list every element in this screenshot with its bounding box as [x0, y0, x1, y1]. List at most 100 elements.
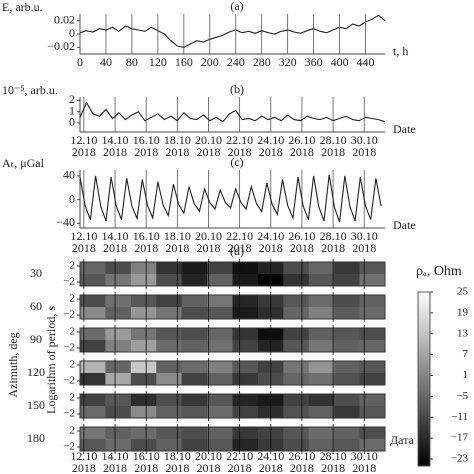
- heat-cell: [80, 373, 106, 386]
- heat-cell: [181, 427, 208, 440]
- heat-cell: [181, 307, 208, 320]
- x-tick-label: 80: [126, 55, 138, 69]
- y-tick-label: −2: [63, 309, 75, 321]
- x-tick-label: 28.10: [320, 229, 347, 243]
- heat-cell: [207, 406, 233, 419]
- heat-cell: [283, 262, 310, 275]
- heat-cell: [156, 274, 183, 287]
- heat-cell: [308, 373, 335, 386]
- heat-cell: [334, 295, 360, 308]
- heat-cell: [308, 439, 335, 452]
- x-tick-year: 2018: [196, 461, 220, 474]
- x-axis-label: Date: [393, 218, 416, 232]
- heat-cell: [308, 328, 335, 341]
- x-tick-label: 22.10: [226, 449, 253, 463]
- heat-cell: [105, 373, 132, 386]
- x-tick-year: 2018: [321, 461, 345, 474]
- heat-cell: [130, 439, 157, 452]
- x-tick-label: 360: [305, 55, 323, 69]
- heat-cell: [156, 427, 183, 440]
- heat-cell: [232, 373, 259, 386]
- heat-cell: [232, 340, 259, 353]
- heat-cell: [80, 439, 106, 452]
- x-tick-year: 2018: [134, 461, 158, 474]
- x-tick-label: 240: [227, 55, 245, 69]
- y-axis-label: Aₜ, μGal: [2, 156, 45, 170]
- heat-cell: [105, 406, 132, 419]
- heat-cell: [156, 307, 183, 320]
- strip-frame: [79, 261, 386, 287]
- heat-cell: [105, 328, 132, 341]
- heat-cell: [181, 361, 208, 374]
- heat-cell: [80, 295, 106, 308]
- x-tick-year: 2018: [103, 241, 127, 255]
- heat-cell: [181, 394, 208, 407]
- x-tick-label: 320: [279, 55, 297, 69]
- x-tick-year: 2018: [196, 241, 220, 255]
- heat-cell: [80, 427, 106, 440]
- heat-cell: [130, 340, 157, 353]
- azimuth-label: 30: [30, 266, 42, 280]
- heat-cell: [207, 340, 233, 353]
- heat-cell: [283, 307, 310, 320]
- colorbar-tick-label: 13: [457, 327, 469, 339]
- heat-cell: [334, 439, 360, 452]
- strip-frame: [79, 393, 386, 419]
- x-tick-year: 2018: [259, 461, 283, 474]
- heat-cell: [232, 307, 259, 320]
- x-tick-label: 14.10: [102, 449, 129, 463]
- x-tick-label: 20.10: [195, 449, 222, 463]
- data-line: [79, 174, 382, 223]
- x-tick-year: 2018: [103, 145, 127, 159]
- y-axis-label: E, arb.u.: [2, 0, 43, 14]
- heat-cell: [181, 439, 208, 452]
- heat-cell: [80, 307, 106, 320]
- colorbar: [417, 291, 431, 467]
- heat-cell: [334, 406, 360, 419]
- heat-cell: [283, 427, 310, 440]
- heat-cell: [359, 274, 386, 287]
- heat-cell: [232, 274, 259, 287]
- heat-cell: [130, 373, 157, 386]
- heat-cell: [308, 295, 335, 308]
- y-tick-label: 2: [69, 92, 75, 106]
- y-tick-label: 2: [70, 326, 76, 338]
- x-tick-label: 440: [357, 55, 375, 69]
- y-tick-label: 2: [70, 425, 76, 437]
- azimuth-label: 60: [30, 299, 42, 313]
- x-tick-year: 2018: [290, 461, 314, 474]
- heat-cell: [207, 295, 233, 308]
- x-tick-label: 24.10: [257, 229, 284, 243]
- heat-cell: [308, 340, 335, 353]
- colorbar-tick-label: −17: [451, 432, 469, 444]
- heat-cell: [130, 295, 157, 308]
- heat-cell: [334, 427, 360, 440]
- x-tick-year: 2018: [196, 145, 220, 159]
- x-tick-year: 2018: [165, 241, 189, 255]
- heat-cell: [334, 274, 360, 287]
- x-tick-year: 2018: [228, 241, 252, 255]
- heat-cell: [80, 361, 106, 374]
- heat-cell: [359, 295, 386, 308]
- heat-cell: [207, 394, 233, 407]
- y-tick-label: −40: [56, 215, 75, 229]
- x-tick-year: 2018: [259, 241, 283, 255]
- heat-cell: [181, 295, 208, 308]
- y-tick-label: −2: [63, 342, 75, 354]
- heat-cell: [105, 295, 132, 308]
- x-tick-label: 26.10: [288, 133, 315, 147]
- heat-cell: [156, 406, 183, 419]
- heat-cell: [359, 262, 386, 275]
- heat-cell: [232, 427, 259, 440]
- y-tick-label: 2: [70, 392, 76, 404]
- colorbar-tick-label: 25: [457, 286, 469, 298]
- x-tick-label: 16.10: [133, 229, 160, 243]
- heat-cell: [308, 427, 335, 440]
- x-tick-label: 18.10: [164, 449, 191, 463]
- heat-cell: [156, 262, 183, 275]
- strip-frame: [79, 294, 386, 320]
- heat-cell: [283, 439, 310, 452]
- heat-cell: [130, 328, 157, 341]
- y-tick-label: 0.02: [54, 12, 75, 26]
- x-tick-label: 18.10: [164, 229, 191, 243]
